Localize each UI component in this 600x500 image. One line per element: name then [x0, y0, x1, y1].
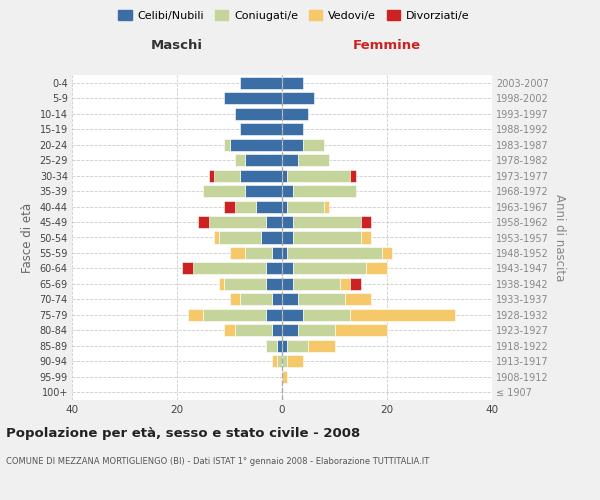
- Bar: [240, 294, 271, 306]
- Legend: Celibi/Nubili, Coniugati/e, Vedovi/e, Divorziati/e: Celibi/Nubili, Coniugati/e, Vedovi/e, Di…: [114, 6, 474, 25]
- Bar: [345, 294, 371, 306]
- Bar: [282, 232, 293, 243]
- Bar: [287, 200, 324, 212]
- Bar: [271, 324, 282, 336]
- Bar: [282, 92, 314, 104]
- Text: Maschi: Maschi: [151, 40, 203, 52]
- Bar: [245, 185, 282, 197]
- Bar: [224, 200, 235, 212]
- Bar: [224, 324, 235, 336]
- Bar: [203, 309, 266, 321]
- Bar: [298, 324, 335, 336]
- Bar: [229, 247, 245, 259]
- Bar: [219, 232, 261, 243]
- Y-axis label: Anni di nascita: Anni di nascita: [553, 194, 566, 281]
- Bar: [293, 216, 361, 228]
- Bar: [282, 200, 287, 212]
- Bar: [335, 324, 387, 336]
- Bar: [266, 216, 282, 228]
- Bar: [350, 278, 361, 290]
- Bar: [240, 123, 282, 135]
- Bar: [366, 262, 387, 274]
- Bar: [235, 154, 245, 166]
- Bar: [308, 340, 335, 352]
- Bar: [235, 324, 271, 336]
- Bar: [266, 262, 282, 274]
- Bar: [303, 309, 350, 321]
- Bar: [282, 154, 298, 166]
- Bar: [293, 185, 355, 197]
- Bar: [282, 108, 308, 120]
- Bar: [266, 309, 282, 321]
- Bar: [282, 371, 287, 383]
- Bar: [282, 138, 303, 150]
- Bar: [219, 278, 224, 290]
- Bar: [361, 216, 371, 228]
- Bar: [324, 200, 329, 212]
- Bar: [282, 278, 293, 290]
- Bar: [282, 262, 293, 274]
- Bar: [282, 123, 303, 135]
- Bar: [224, 278, 266, 290]
- Bar: [282, 247, 287, 259]
- Bar: [182, 262, 193, 274]
- Text: COMUNE DI MEZZANA MORTIGLIENGO (BI) - Dati ISTAT 1° gennaio 2008 - Elaborazione : COMUNE DI MEZZANA MORTIGLIENGO (BI) - Da…: [6, 458, 429, 466]
- Bar: [277, 356, 282, 368]
- Bar: [209, 216, 266, 228]
- Bar: [382, 247, 392, 259]
- Bar: [282, 185, 293, 197]
- Bar: [240, 170, 282, 181]
- Text: Popolazione per età, sesso e stato civile - 2008: Popolazione per età, sesso e stato civil…: [6, 428, 360, 440]
- Bar: [235, 108, 282, 120]
- Bar: [361, 232, 371, 243]
- Bar: [271, 247, 282, 259]
- Bar: [229, 138, 282, 150]
- Bar: [240, 76, 282, 89]
- Bar: [282, 216, 293, 228]
- Bar: [282, 340, 287, 352]
- Bar: [229, 294, 240, 306]
- Bar: [293, 232, 361, 243]
- Bar: [245, 154, 282, 166]
- Bar: [340, 278, 350, 290]
- Bar: [282, 309, 303, 321]
- Bar: [271, 294, 282, 306]
- Bar: [256, 200, 282, 212]
- Bar: [282, 356, 287, 368]
- Bar: [266, 340, 277, 352]
- Bar: [303, 138, 324, 150]
- Bar: [224, 92, 282, 104]
- Bar: [245, 247, 271, 259]
- Bar: [298, 294, 345, 306]
- Bar: [298, 154, 329, 166]
- Bar: [209, 170, 214, 181]
- Bar: [350, 170, 355, 181]
- Bar: [282, 294, 298, 306]
- Bar: [287, 247, 382, 259]
- Bar: [287, 340, 308, 352]
- Bar: [203, 185, 245, 197]
- Text: Femmine: Femmine: [353, 40, 421, 52]
- Bar: [293, 278, 340, 290]
- Bar: [261, 232, 282, 243]
- Bar: [287, 356, 303, 368]
- Bar: [224, 138, 229, 150]
- Bar: [266, 278, 282, 290]
- Bar: [277, 340, 282, 352]
- Bar: [287, 170, 350, 181]
- Bar: [282, 170, 287, 181]
- Bar: [198, 216, 209, 228]
- Bar: [214, 170, 240, 181]
- Bar: [193, 262, 266, 274]
- Y-axis label: Fasce di età: Fasce di età: [21, 202, 34, 272]
- Bar: [350, 309, 455, 321]
- Bar: [235, 200, 256, 212]
- Bar: [214, 232, 219, 243]
- Bar: [293, 262, 366, 274]
- Bar: [187, 309, 203, 321]
- Bar: [282, 324, 298, 336]
- Bar: [271, 356, 277, 368]
- Bar: [282, 76, 303, 89]
